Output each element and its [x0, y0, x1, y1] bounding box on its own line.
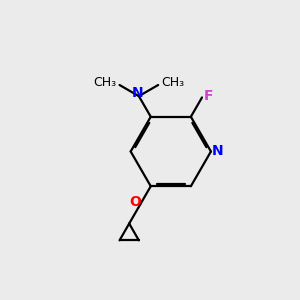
Text: CH₃: CH₃ [93, 76, 116, 89]
Text: CH₃: CH₃ [162, 76, 185, 89]
Text: O: O [129, 196, 141, 209]
Text: N: N [132, 85, 143, 100]
Text: N: N [212, 145, 223, 158]
Text: F: F [204, 88, 213, 103]
